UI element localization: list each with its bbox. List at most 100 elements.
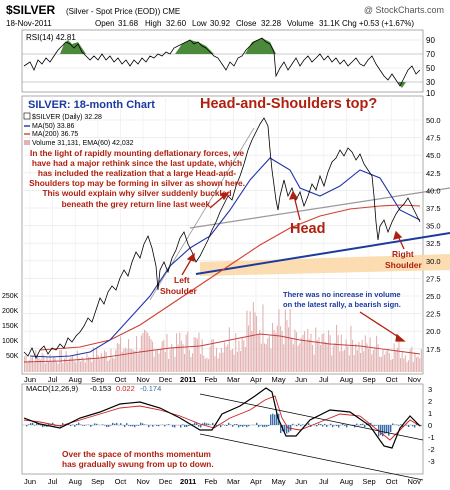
volume-bar	[86, 353, 88, 372]
macd-bar	[330, 423, 332, 425]
macd-bar	[320, 424, 322, 425]
price-tick-label: 37.5	[426, 204, 441, 213]
macd-bar	[124, 425, 126, 428]
volume-bar	[339, 351, 341, 372]
macd-bar	[84, 425, 86, 426]
macd-bar	[262, 425, 264, 428]
volume-bar	[246, 310, 248, 372]
macd-bar	[334, 425, 336, 426]
volume-bar	[379, 356, 381, 372]
neckline	[195, 232, 450, 275]
volume-bar	[323, 333, 325, 372]
macd-bar	[180, 425, 182, 428]
arrowhead	[219, 192, 230, 201]
volume-bar	[235, 333, 237, 372]
volume-bar	[232, 349, 234, 372]
volume-bar	[328, 330, 330, 372]
volume-bar	[409, 349, 411, 372]
volume-bar	[411, 346, 413, 372]
macd-bar	[106, 425, 108, 428]
volume-bar	[404, 355, 406, 372]
rsi-overbought-fill	[175, 40, 214, 54]
macd-bar	[326, 425, 328, 427]
high-value: 32.60	[166, 19, 187, 28]
volume-bar	[216, 347, 218, 372]
macd-lower-channel	[199, 433, 424, 481]
macd-note-2: has gradually swung from up to down.	[62, 459, 214, 469]
x-tick-label: Aug	[69, 375, 82, 384]
volume-bar	[364, 335, 366, 372]
x-tick-label: Jun	[295, 375, 307, 384]
macd-bar	[414, 425, 416, 428]
volume-bar	[131, 349, 133, 372]
volume-bar	[384, 354, 386, 372]
volume-bar	[236, 351, 238, 372]
volume-bar	[243, 340, 245, 372]
macd-bar	[228, 422, 230, 425]
volume-bar	[289, 309, 291, 372]
volume-bar	[291, 338, 293, 372]
x-tick-label: Feb	[204, 375, 217, 384]
left-shoulder-label-1: Left	[174, 275, 190, 285]
volume-bar	[267, 338, 269, 372]
volume-bar	[89, 357, 91, 372]
macd-bar	[116, 422, 118, 425]
macd-bar	[52, 422, 54, 425]
volume-bar	[230, 350, 232, 372]
macd-bar	[272, 413, 274, 425]
volume-bar	[368, 348, 370, 372]
volume-bar	[382, 349, 384, 372]
macd-histogram	[26, 413, 422, 437]
macd-bar	[344, 425, 346, 426]
macd-upper-channel	[199, 393, 424, 441]
ma50-line	[29, 157, 421, 358]
macd-bar	[188, 425, 190, 426]
macd-bar	[140, 422, 142, 425]
arrow-head	[293, 195, 301, 221]
volume-bar	[52, 356, 54, 372]
price-tick-label: 35.0	[426, 222, 441, 231]
macd-bar	[240, 425, 242, 427]
volume-bar	[283, 344, 285, 372]
macd-bar	[208, 423, 210, 425]
macd-bar	[236, 424, 238, 425]
volume-tick: 200K	[2, 308, 19, 315]
volume-bar	[260, 343, 262, 372]
macd-bar	[384, 425, 386, 434]
rsi-label: RSI(14) 42.81	[26, 33, 76, 42]
volume-bar	[251, 331, 253, 372]
low-value: 30.92	[210, 19, 231, 28]
macd-bar	[220, 425, 222, 428]
macd-bar	[266, 425, 268, 427]
volume-bar	[219, 352, 221, 372]
volume-bar	[176, 333, 178, 372]
volume-bar	[104, 350, 106, 372]
macd-tick-label: -3	[428, 457, 435, 466]
arrowhead	[393, 230, 403, 240]
arrow-left-shoulder	[181, 257, 193, 276]
macd-bar	[92, 425, 94, 426]
volume-bar	[387, 348, 389, 372]
macd-bar	[80, 424, 82, 425]
close-value: 32.28	[261, 19, 282, 28]
rsi-panel: RSI(14) 42.81 90 70 50 30 10	[21, 29, 435, 98]
macd-bar	[248, 425, 250, 427]
volume-bar	[38, 357, 40, 372]
volume-bar	[134, 350, 136, 372]
macd-bar	[96, 423, 98, 425]
price-tick-label: 30.0	[426, 257, 441, 266]
volume-bar	[193, 337, 195, 372]
volume-bar	[166, 334, 168, 372]
volume-bar	[48, 361, 50, 372]
legend-entry-ma200: MA(200) 36.75	[32, 131, 78, 138]
arrowhead	[288, 190, 299, 200]
macd-value: -0.153	[90, 384, 111, 393]
rsi-oversold-fill	[398, 82, 406, 88]
volume-bar	[310, 333, 312, 372]
volume-bar	[286, 320, 288, 372]
volume-bar	[30, 357, 32, 372]
volume-bar	[56, 361, 58, 372]
volume-bar	[136, 336, 138, 372]
macd-bar	[32, 422, 34, 425]
volume-bar	[113, 358, 115, 372]
